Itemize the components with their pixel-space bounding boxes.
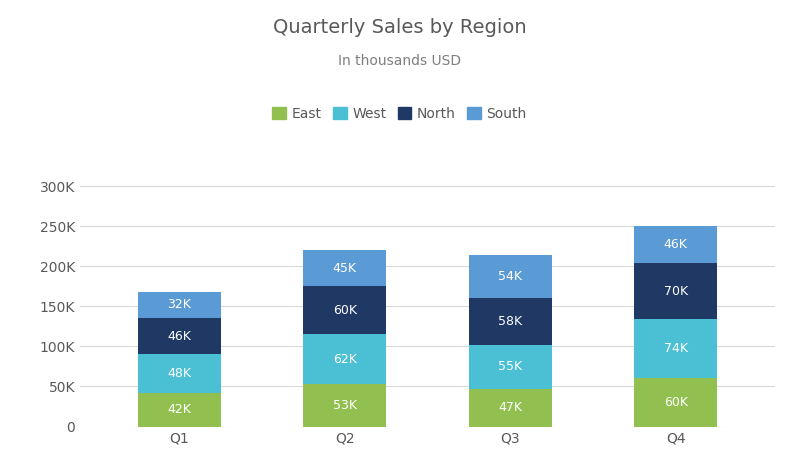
Bar (634, 263, 718, 319)
Text: 48K: 48K (167, 367, 191, 380)
Text: 45K: 45K (332, 262, 356, 275)
Text: 46K: 46K (664, 238, 688, 251)
Bar (304, 286, 386, 335)
Text: 46K: 46K (167, 330, 191, 343)
Text: 74K: 74K (664, 342, 688, 355)
Text: 58K: 58K (498, 315, 523, 328)
Text: 70K: 70K (664, 285, 688, 298)
Bar (304, 335, 386, 384)
Text: 32K: 32K (167, 298, 191, 311)
Text: 53K: 53K (332, 399, 356, 412)
Text: 42K: 42K (167, 403, 191, 416)
Text: 54K: 54K (499, 270, 523, 283)
Bar (634, 226, 718, 263)
Text: 60K: 60K (664, 396, 688, 409)
Bar (634, 379, 718, 427)
Bar (138, 393, 221, 427)
Bar (304, 384, 386, 427)
Bar (469, 345, 551, 389)
Text: 62K: 62K (332, 353, 356, 366)
Text: Quarterly Sales by Region: Quarterly Sales by Region (272, 18, 527, 37)
Bar (469, 389, 551, 427)
Bar (634, 319, 718, 379)
Text: 60K: 60K (332, 304, 356, 317)
Text: In thousands USD: In thousands USD (338, 54, 461, 68)
Text: 47K: 47K (499, 401, 523, 414)
Bar (304, 250, 386, 286)
Bar (138, 317, 221, 354)
Bar (138, 292, 221, 317)
Bar (138, 354, 221, 393)
Legend: East, West, North, South: East, West, North, South (267, 101, 532, 126)
Bar (469, 298, 551, 345)
Text: 55K: 55K (498, 361, 523, 374)
Bar (469, 255, 551, 298)
